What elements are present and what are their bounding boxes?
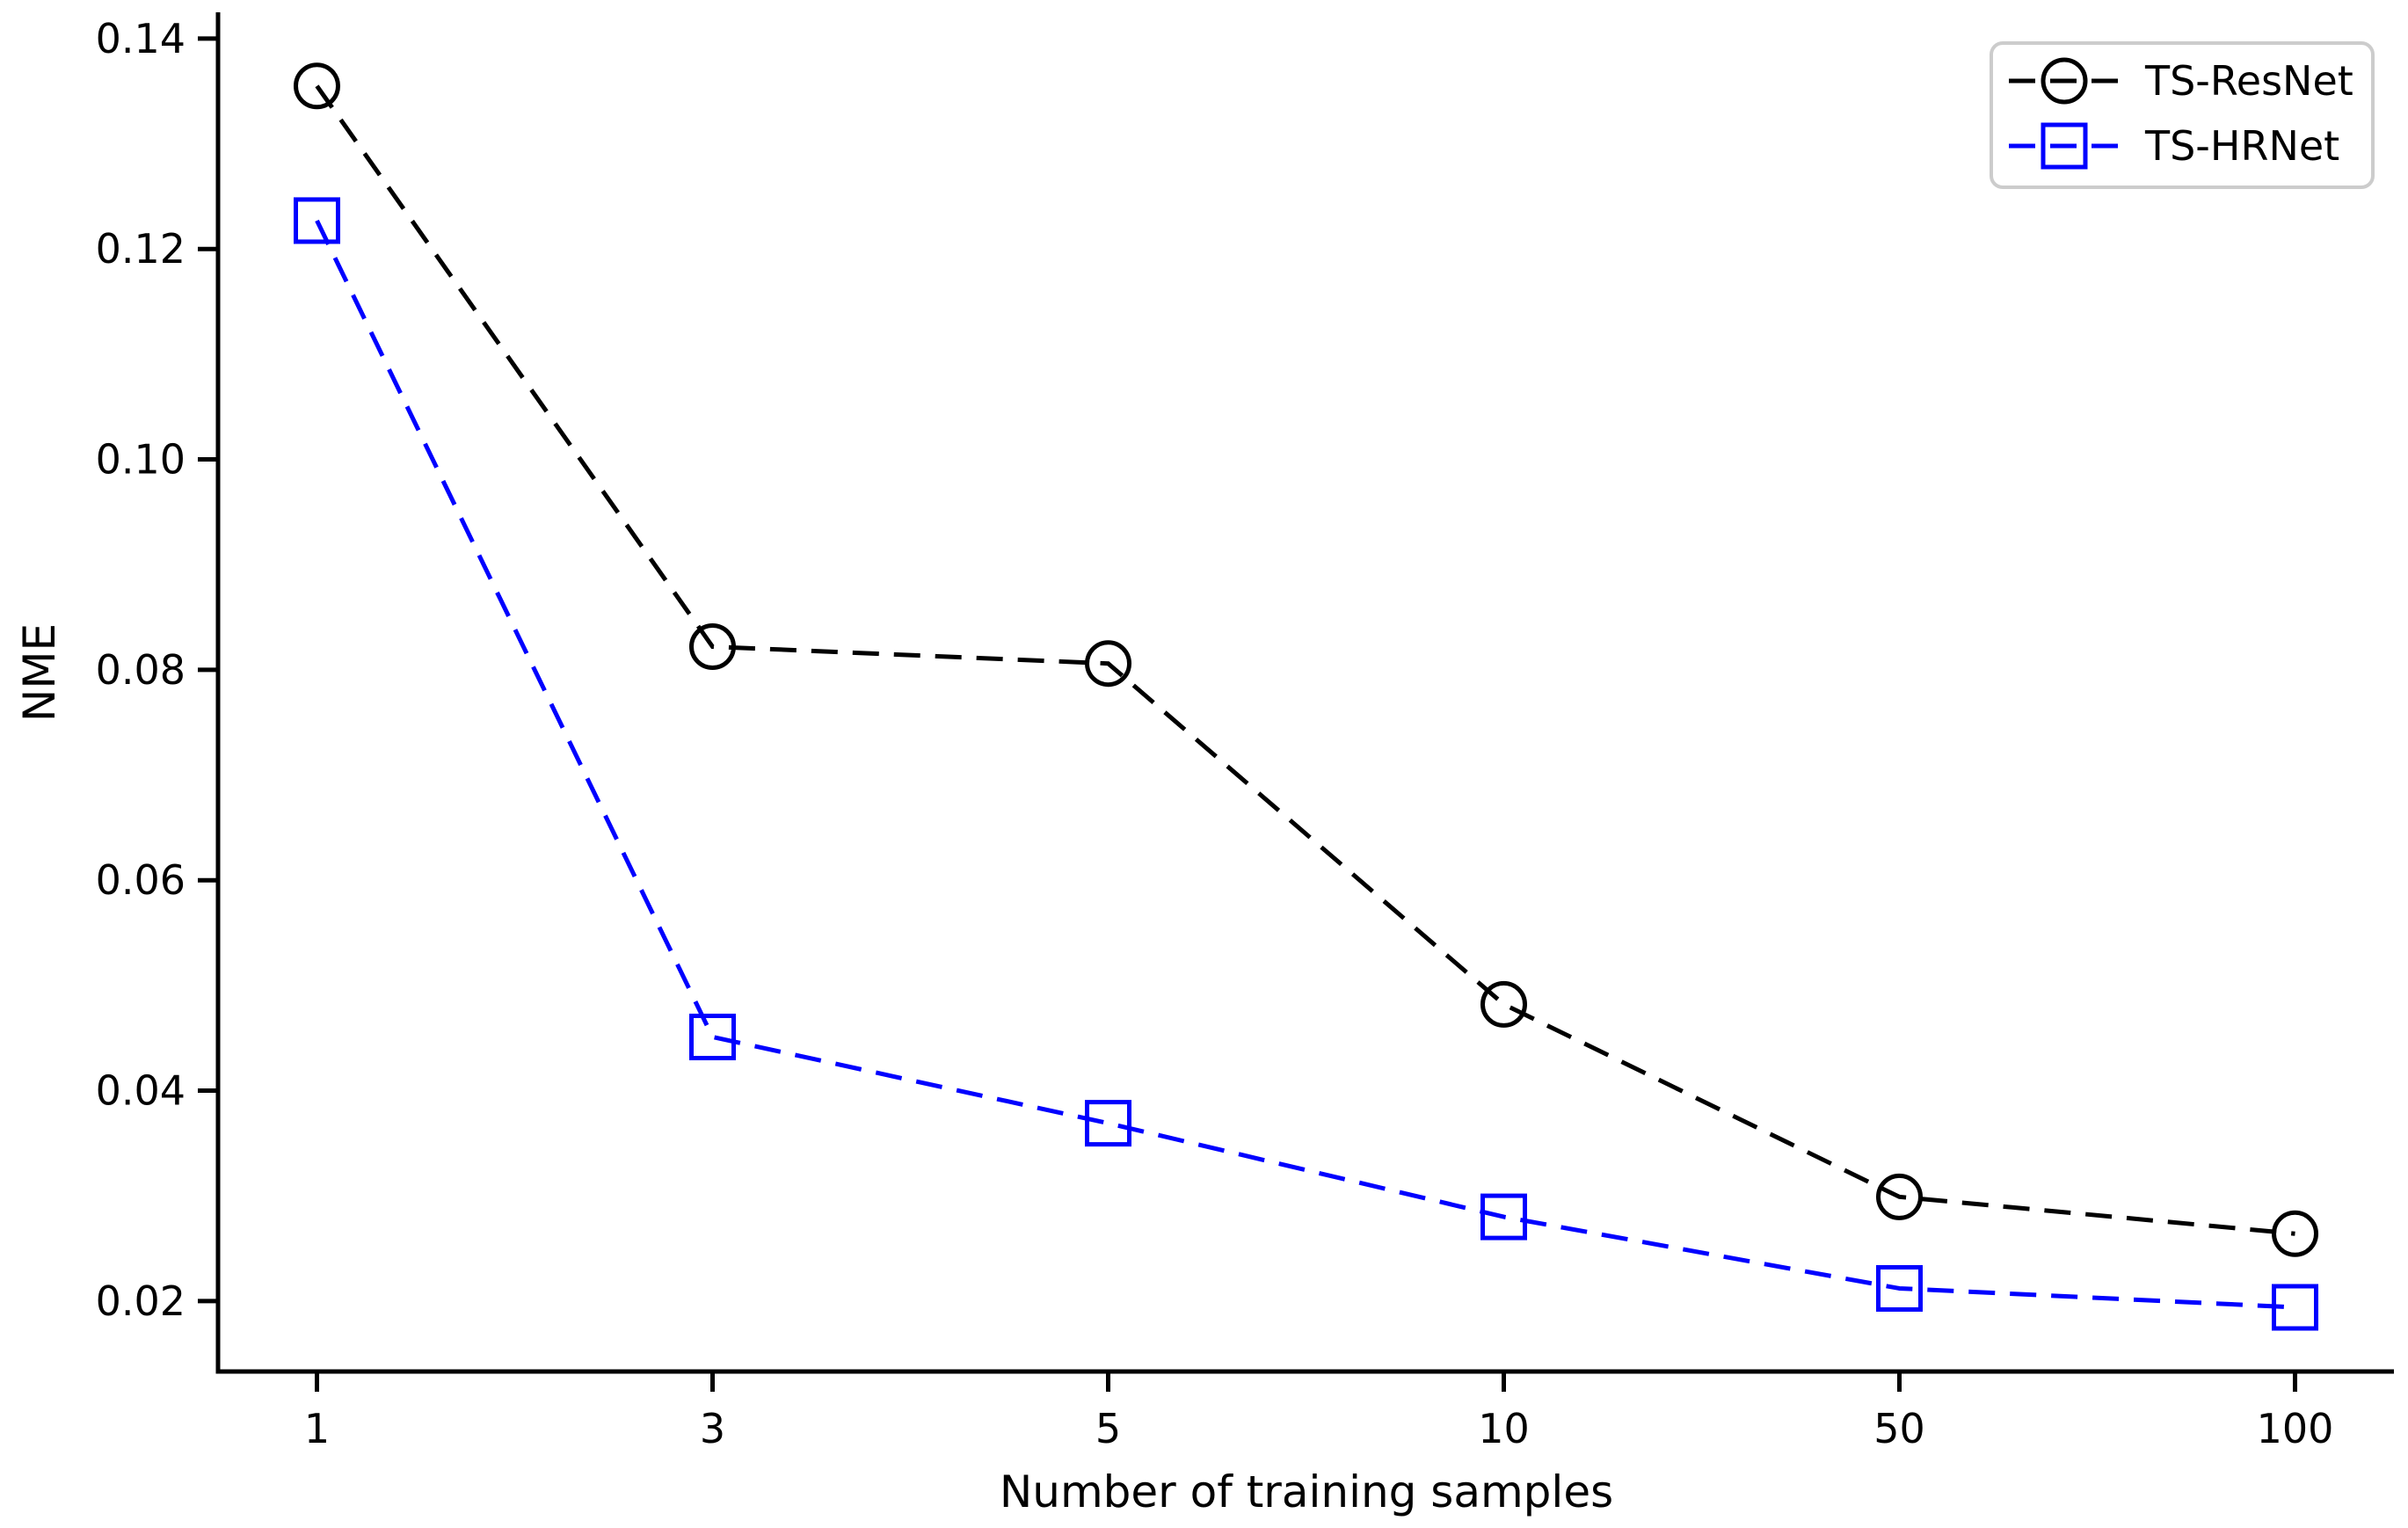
series-layer (294, 62, 2318, 1331)
y-tick-label: 0.02 (96, 1277, 186, 1325)
data-point-square-ts-hrnet-1 (294, 197, 340, 244)
x-axis-title: Number of training samples (1000, 1466, 1613, 1517)
x-tick-label: 5 (1095, 1405, 1121, 1452)
x-tick-label: 10 (1478, 1405, 1530, 1452)
x-tick-label: 3 (700, 1405, 725, 1452)
y-tick-label: 0.08 (96, 646, 186, 694)
data-point-circle-ts-resnet-1 (294, 62, 340, 110)
data-point-circle-ts-resnet-5 (1085, 640, 1131, 688)
y-tick-label: 0.06 (96, 856, 186, 904)
legend-label-ts-resnet: TS-ResNet (2144, 57, 2353, 105)
data-point-square-ts-hrnet-3 (689, 1013, 736, 1060)
series-line-ts-hrnet (315, 219, 2295, 1310)
legend-entry-ts-hrnet: TS-HRNet (2009, 122, 2339, 170)
y-tick-label: 0.12 (96, 225, 186, 273)
data-point-circle-ts-resnet-50 (1876, 1173, 1923, 1220)
data-point-circle-ts-resnet-3 (689, 623, 736, 671)
y-axis-title: NME (14, 623, 65, 722)
data-point-square-ts-hrnet-50 (1876, 1264, 1923, 1312)
y-tick-label: 0.04 (96, 1067, 186, 1115)
x-tick-label: 100 (2257, 1405, 2334, 1452)
data-point-square-ts-hrnet-10 (1480, 1193, 1527, 1241)
legend-label-ts-hrnet: TS-HRNet (2144, 122, 2339, 170)
axes-layer: 0.02 0.04 0.06 0.08 0.10 0.12 0.14 1 3 5 10 50 100 (96, 12, 2394, 1452)
data-point-square-ts-hrnet-100 (2272, 1284, 2318, 1331)
x-tick-label: 50 (1873, 1405, 1925, 1452)
legend-entry-ts-resnet: TS-ResNet (2009, 57, 2353, 105)
series-line-ts-resnet (315, 84, 2295, 1236)
legend-marker-square-icon (2041, 122, 2088, 170)
data-point-circle-ts-resnet-100 (2272, 1210, 2318, 1257)
legend: TS-ResNet TS-HRNet (1990, 41, 2375, 189)
data-point-circle-ts-resnet-10 (1480, 980, 1527, 1028)
x-tick-label: 1 (304, 1405, 330, 1452)
y-tick-label: 0.10 (96, 436, 186, 484)
y-tick-label: 0.14 (96, 15, 186, 62)
legend-marker-circle-icon (2041, 57, 2088, 105)
data-point-square-ts-hrnet-5 (1085, 1100, 1131, 1147)
